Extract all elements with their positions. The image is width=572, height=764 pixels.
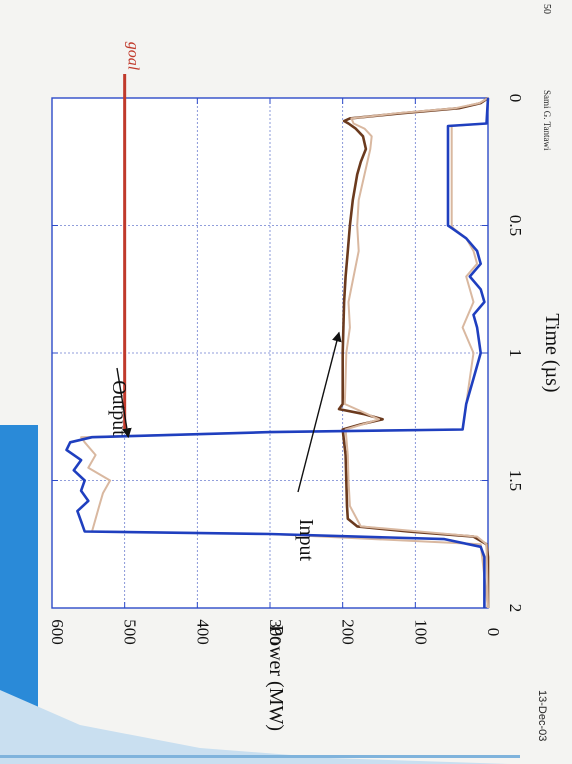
y-tick-label: 100 (411, 619, 430, 645)
x-tick-label: 0 (506, 94, 525, 103)
page-number: 50 (541, 4, 552, 14)
y-axis-label: Power (MW) (265, 625, 287, 731)
annotation-arrow-input (297, 331, 342, 493)
slide-accent-line (0, 755, 520, 758)
author-label: Sami G. Tantawi (542, 90, 552, 151)
x-tick-label: 0.5 (506, 215, 525, 236)
y-tick-label: 0 (484, 628, 503, 637)
y-tick-label: 600 (48, 619, 67, 645)
y-tick-label: 300 (266, 619, 285, 645)
y-tick-label: 500 (121, 619, 140, 645)
x-tick-label: 2 (506, 604, 525, 613)
annotation-output: Output (108, 380, 130, 436)
x-tick-label: 1 (506, 349, 525, 358)
y-tick-label: 400 (193, 619, 212, 645)
slide-accent-curve (0, 690, 510, 764)
series-line-output (65, 97, 490, 608)
slide-accent-panel (0, 425, 38, 764)
y-tick-label: 200 (339, 619, 358, 645)
date-label: 13-Dec-03 (536, 690, 548, 742)
series-line-input (337, 96, 490, 608)
x-tick-label: 1.5 (506, 470, 525, 491)
annotation-arrow-output (116, 367, 132, 439)
goal-label: goal (125, 42, 142, 71)
annotation-input: Input (295, 519, 317, 562)
x-axis-label: Time (µs) (541, 313, 563, 392)
series-line-input-measured (343, 97, 489, 609)
